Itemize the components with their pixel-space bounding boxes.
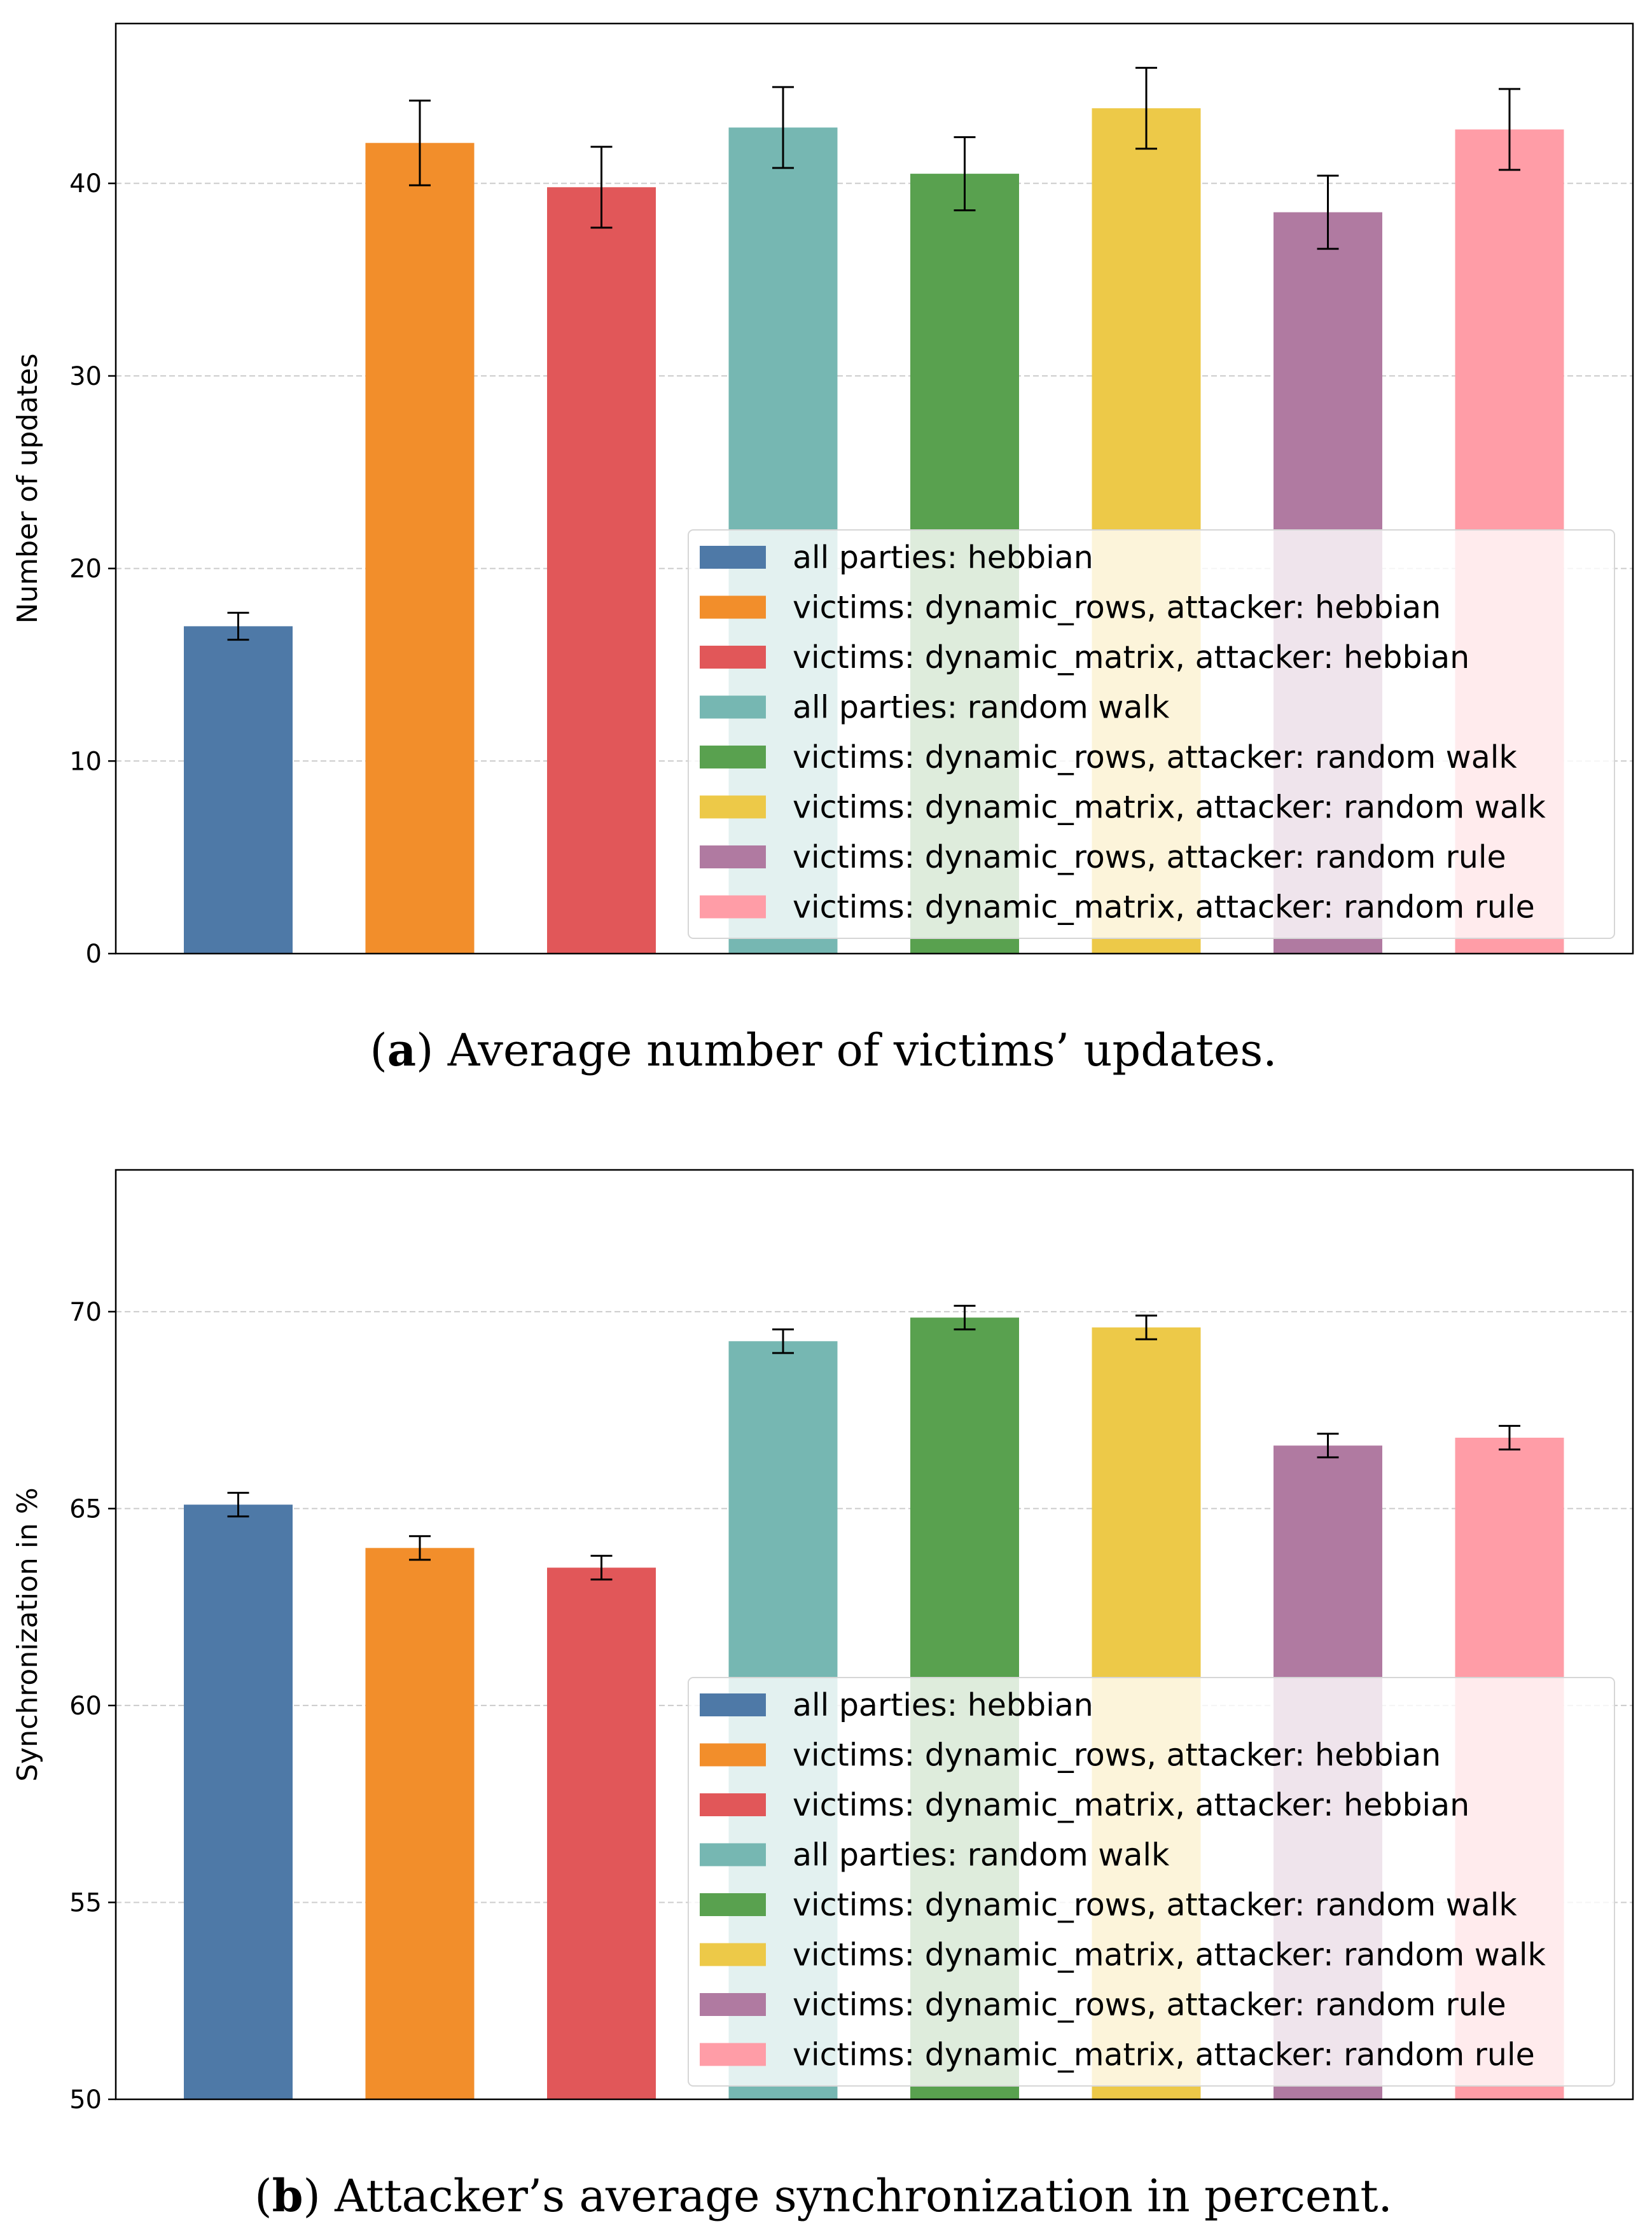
legend-swatch: [700, 1943, 766, 1966]
error-bar: [772, 86, 794, 169]
error-bar: [1499, 88, 1520, 171]
legend-item: victims: dynamic_rows, attacker: random …: [700, 1987, 1506, 2023]
legend-swatch: [700, 845, 766, 868]
chart-b-synchronization: 50 55 60 65 70 Synchronization in % all partie…: [11, 1169, 1634, 2222]
legend-item: victims: dynamic_matrix, attacker: rando…: [700, 889, 1535, 926]
error-bar: [227, 1492, 249, 1518]
legend-swatch: [700, 1693, 766, 1716]
y-tick-label: 50: [69, 2085, 102, 2115]
legend-label: victims: dynamic_rows, attacker: hebbian: [793, 590, 1441, 626]
legend-label: victims: dynamic_rows, attacker: random …: [793, 1887, 1517, 1923]
error-bar: [1135, 67, 1157, 150]
legend: all parties: hebbian victims: dynamic_row…: [688, 529, 1615, 939]
legend-label: victims: dynamic_matrix, attacker: rando…: [793, 789, 1546, 826]
y-tick-label: 20: [69, 555, 102, 584]
y-tick-label: 65: [69, 1494, 102, 1524]
error-bar: [954, 136, 976, 212]
legend: all parties: hebbian victims: dynamic_row…: [688, 1677, 1615, 2087]
legend-item: all parties: hebbian: [700, 1687, 1093, 1723]
legend-item: all parties: random walk: [700, 1837, 1170, 1873]
error-bar: [590, 146, 613, 229]
legend-swatch: [700, 1793, 766, 1816]
legend-item: victims: dynamic_rows, attacker: hebbian: [700, 590, 1441, 626]
legend-item: victims: dynamic_matrix, attacker: hebbi…: [700, 1787, 1469, 1823]
legend-label: victims: dynamic_rows, attacker: random …: [793, 739, 1517, 775]
legend-label: all parties: hebbian: [793, 1687, 1093, 1723]
error-bar: [409, 1535, 431, 1561]
legend-swatch: [700, 646, 766, 669]
y-tick-label: 60: [69, 1692, 102, 1721]
bars: [184, 67, 1564, 954]
legend-swatch: [700, 546, 766, 569]
error-bar: [1135, 1314, 1157, 1340]
figure-caption: (a) Average number of victims’ updates.: [370, 1024, 1277, 1076]
legend-item: victims: dynamic_rows, attacker: random …: [700, 739, 1517, 775]
legend-label: all parties: hebbian: [793, 539, 1093, 576]
legend-item: victims: dynamic_rows, attacker: hebbian: [700, 1737, 1441, 1774]
error-bar: [590, 1555, 613, 1581]
axes-frame: [115, 1169, 1634, 2101]
y-tick-label: 0: [86, 940, 102, 969]
y-tick-label: 40: [69, 169, 102, 198]
y-axis-ticks: 50 55 60 65 70: [69, 1298, 116, 2115]
legend-label: all parties: random walk: [793, 690, 1170, 726]
legend-swatch: [700, 746, 766, 768]
bar: [547, 187, 656, 954]
legend-swatch: [700, 1993, 766, 2016]
legend-swatch: [700, 2043, 766, 2066]
legend-item: victims: dynamic_matrix, attacker: rando…: [700, 2037, 1535, 2073]
y-axis-label: Number of updates: [11, 353, 44, 623]
legend-label: all parties: random walk: [793, 1837, 1170, 1873]
legend-label: victims: dynamic_matrix, attacker: rando…: [793, 2037, 1535, 2073]
error-bar: [1317, 174, 1339, 250]
legend-swatch: [700, 1893, 766, 1916]
error-bar: [1499, 1424, 1520, 1451]
legend-item: victims: dynamic_matrix, attacker: rando…: [700, 789, 1546, 826]
legend-box: [688, 1677, 1615, 2087]
legend-label: victims: dynamic_rows, attacker: hebbian: [793, 1737, 1441, 1774]
legend-swatch: [700, 795, 766, 819]
y-axis-ticks: 0 10 20 30 40: [69, 169, 116, 969]
legend-swatch: [700, 695, 766, 719]
legend-label: victims: dynamic_rows, attacker: random …: [793, 839, 1506, 875]
y-tick-label: 55: [69, 1888, 102, 1917]
bar: [184, 626, 293, 954]
legend-swatch: [700, 595, 766, 619]
bar: [365, 1548, 475, 2099]
legend-item: all parties: hebbian: [700, 539, 1093, 576]
bar: [184, 1505, 293, 2099]
legend-label: victims: dynamic_matrix, attacker: rando…: [793, 889, 1535, 926]
error-bar: [409, 99, 431, 186]
axes-frame: [115, 22, 1634, 955]
bar: [365, 142, 475, 954]
error-bar: [227, 611, 249, 641]
y-tick-label: 30: [69, 362, 102, 391]
legend-label: victims: dynamic_matrix, attacker: rando…: [793, 1937, 1546, 1973]
y-axis-label: Synchronization in %: [11, 1487, 44, 1781]
bar: [547, 1567, 656, 2099]
legend-swatch: [700, 1743, 766, 1767]
legend-swatch: [700, 1843, 766, 1866]
legend-label: victims: dynamic_rows, attacker: random …: [793, 1987, 1506, 2023]
legend-item: victims: dynamic_rows, attacker: random …: [700, 839, 1506, 875]
error-bar: [772, 1328, 794, 1354]
y-tick-label: 70: [69, 1298, 102, 1327]
chart-a-average-updates: 0 10 20 30 40 Number of updates all parties: h…: [11, 22, 1634, 1076]
error-bar: [1317, 1433, 1339, 1459]
figure-caption: (b) Attacker’s average synchronization i…: [254, 2169, 1392, 2222]
legend-box: [688, 529, 1615, 939]
legend-label: victims: dynamic_matrix, attacker: hebbi…: [793, 1787, 1469, 1823]
legend-item: victims: dynamic_rows, attacker: random …: [700, 1887, 1517, 1923]
legend-swatch: [700, 895, 766, 919]
error-bar: [954, 1305, 976, 1331]
y-tick-label: 10: [69, 747, 102, 776]
legend-label: victims: dynamic_matrix, attacker: hebbi…: [793, 639, 1469, 676]
legend-item: victims: dynamic_matrix, attacker: rando…: [700, 1937, 1546, 1973]
legend-item: all parties: random walk: [700, 690, 1170, 726]
legend-item: victims: dynamic_matrix, attacker: hebbi…: [700, 639, 1469, 676]
